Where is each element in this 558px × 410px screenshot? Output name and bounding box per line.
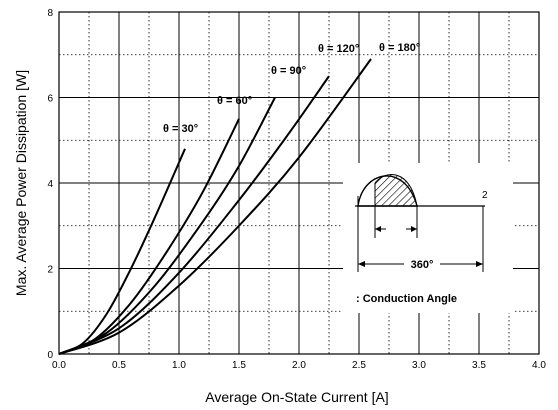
series-label-30: θ = 30° bbox=[163, 123, 198, 135]
y-tick-label: 0 bbox=[47, 350, 53, 361]
x-tick-label: 3.0 bbox=[412, 360, 426, 371]
waveform-inset: 360° 2 : Conduction Angle bbox=[343, 163, 513, 313]
x-tick-label: 0.5 bbox=[112, 360, 126, 371]
x-tick-label: 2.0 bbox=[292, 360, 306, 371]
x-tick-label: 0.0 bbox=[52, 360, 66, 371]
inset-conduction-label: : Conduction Angle bbox=[356, 293, 457, 305]
series-label-120: θ = 120° bbox=[318, 43, 359, 55]
series-label-60: θ = 60° bbox=[217, 95, 252, 107]
y-axis-label: Max. Average Power Dissipation [W] bbox=[13, 70, 29, 296]
y-tick-label: 6 bbox=[47, 94, 53, 105]
x-tick-label: 1.0 bbox=[172, 360, 186, 371]
x-tick-label: 3.5 bbox=[472, 360, 486, 371]
y-tick-label: 4 bbox=[47, 179, 53, 190]
inset-label-2: 2 bbox=[482, 190, 488, 201]
series-label-180: θ = 180° bbox=[379, 42, 420, 54]
y-tick-label: 8 bbox=[47, 8, 53, 19]
x-tick-label: 1.5 bbox=[232, 360, 246, 371]
x-tick-label: 2.5 bbox=[352, 360, 366, 371]
inset-background bbox=[343, 163, 513, 313]
inset-angle-label: 360° bbox=[411, 259, 434, 271]
series-label-90: θ = 90° bbox=[271, 65, 306, 77]
x-tick-label: 4.0 bbox=[532, 360, 546, 371]
y-tick-label: 2 bbox=[47, 265, 53, 276]
x-axis-label: Average On-State Current [A] bbox=[205, 389, 388, 405]
